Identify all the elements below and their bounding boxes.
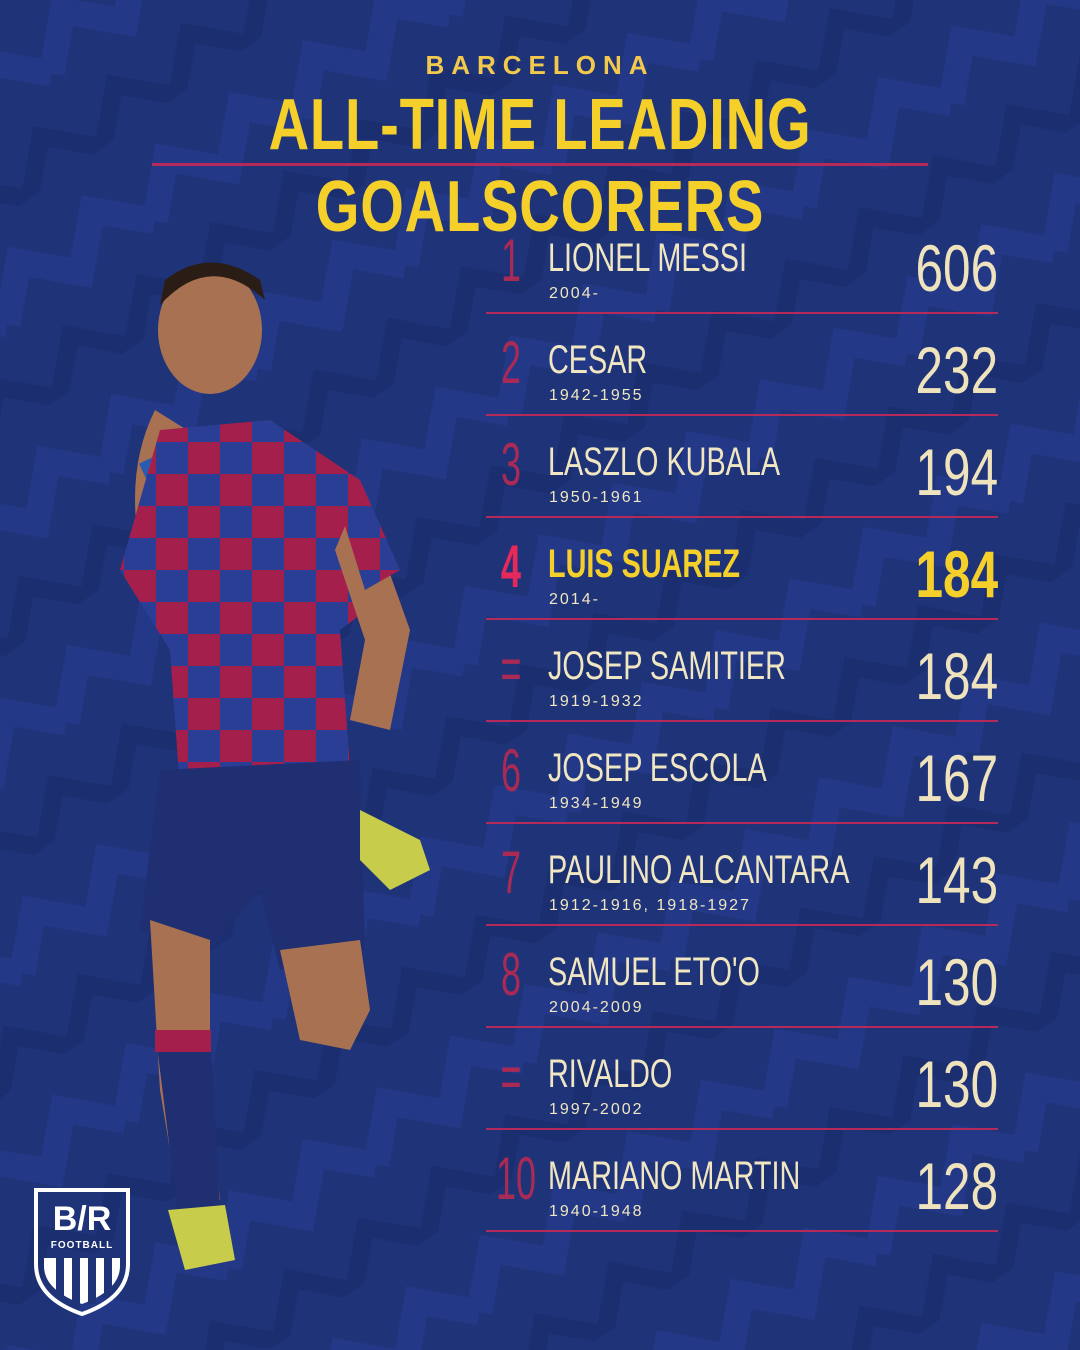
player-years: 1942-1955 — [549, 387, 644, 404]
player-name: JOSEP SAMITIER — [548, 644, 786, 688]
player-years: 1934-1949 — [549, 795, 644, 812]
rank: 8 — [500, 941, 522, 1008]
player-name: CESAR — [548, 338, 648, 382]
player-years: 1940-1948 — [549, 1203, 644, 1220]
player-years: 1950-1961 — [549, 489, 644, 506]
goalscorers-table: 1 LIONEL MESSI 2004- 606 2 CESAR 1942-19… — [486, 212, 998, 1232]
goal-count: 184 — [915, 639, 998, 713]
goal-count: 232 — [915, 333, 998, 407]
goal-count: 184 — [915, 537, 998, 611]
rank: 1 — [500, 227, 522, 294]
rank: = — [500, 1043, 522, 1110]
player-years: 2004- — [549, 285, 600, 302]
player-name: PAULINO ALCANTARA — [548, 848, 850, 892]
rank: 6 — [500, 737, 522, 804]
player-name: MARIANO MARTIN — [548, 1154, 801, 1198]
goal-count: 130 — [915, 1047, 998, 1121]
table-row: 1 LIONEL MESSI 2004- 606 — [486, 212, 998, 314]
table-row: 6 JOSEP ESCOLA 1934-1949 167 — [486, 722, 998, 824]
rank: 10 — [496, 1145, 537, 1212]
table-row: 7 PAULINO ALCANTARA 1912-1916, 1918-1927… — [486, 824, 998, 926]
table-row: 10 MARIANO MARTIN 1940-1948 128 — [486, 1130, 998, 1232]
br-football-shield-icon: B/R FOOTBALL — [34, 1188, 130, 1317]
player-years: 2014- — [549, 591, 600, 608]
player-years: 1997-2002 — [549, 1101, 644, 1118]
goal-count: 128 — [915, 1149, 998, 1223]
player-years: 2004-2009 — [549, 999, 644, 1016]
player-years: 1919-1932 — [549, 693, 644, 710]
goal-count: 194 — [915, 435, 998, 509]
table-row: = JOSEP SAMITIER 1919-1932 184 — [486, 620, 998, 722]
goal-count: 606 — [915, 231, 998, 305]
table-row: 3 LASZLO KUBALA 1950-1961 194 — [486, 416, 998, 518]
player-name: JOSEP ESCOLA — [548, 746, 767, 790]
player-name: LUIS SUAREZ — [548, 542, 741, 586]
player-name: RIVALDO — [548, 1052, 673, 1096]
player-name: SAMUEL ETO'O — [548, 950, 760, 994]
logo-sub: FOOTBALL — [51, 1240, 113, 1251]
player-name: LASZLO KUBALA — [548, 440, 781, 484]
player-name: LIONEL MESSI — [548, 236, 748, 280]
table-row: = RIVALDO 1997-2002 130 — [486, 1028, 998, 1130]
table-row: 2 CESAR 1942-1955 232 — [486, 314, 998, 416]
rank: 2 — [500, 329, 522, 396]
table-row: 8 SAMUEL ETO'O 2004-2009 130 — [486, 926, 998, 1028]
page-title: ALL-TIME LEADING GOALSCORERS — [268, 85, 812, 247]
goal-count: 143 — [915, 843, 998, 917]
rank: 3 — [500, 431, 522, 498]
logo-brand: B/R — [53, 1200, 112, 1238]
goal-count: 167 — [915, 741, 998, 815]
rank: = — [500, 635, 522, 702]
title-divider — [152, 163, 928, 166]
player-years: 1912-1916, 1918-1927 — [549, 897, 751, 914]
goal-count: 130 — [915, 945, 998, 1019]
rank: 7 — [500, 839, 522, 906]
club-name: BARCELONA — [425, 50, 655, 80]
table-row-highlighted: 4 LUIS SUAREZ 2014- 184 — [486, 518, 998, 620]
player-celebration-icon — [120, 262, 430, 1270]
rank: 4 — [500, 533, 522, 600]
